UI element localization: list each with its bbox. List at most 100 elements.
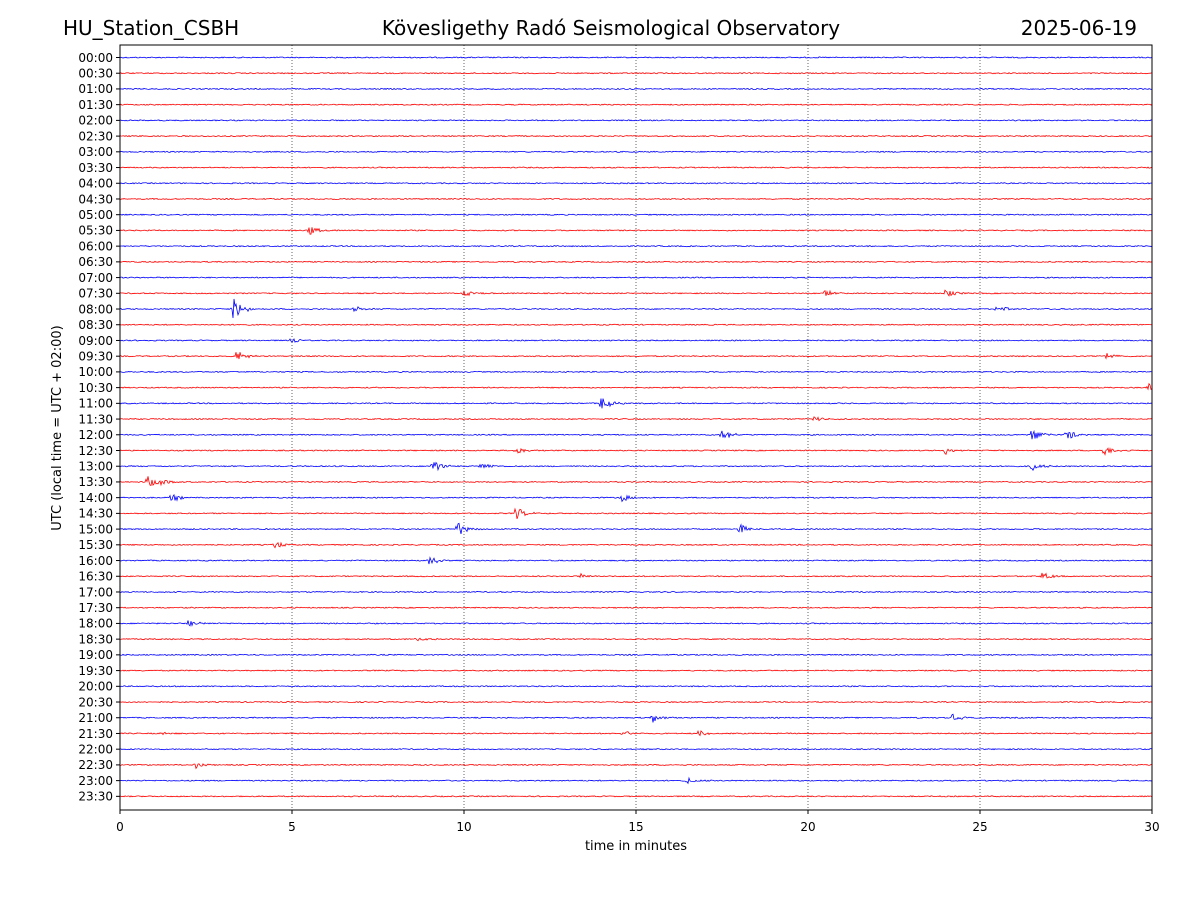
x-tick-label-0: 0 [116,820,124,834]
trace-00:00 [119,56,1153,59]
trace-09:00 [119,338,1153,343]
y-tick-label-00:30: 00:30 [78,67,113,81]
y-tick-label-18:00: 18:00 [78,617,113,631]
trace-11:00 [119,398,1153,409]
y-tick-label-11:30: 11:30 [78,412,113,426]
y-axis-label: UTC (local time = UTC + 02:00) [50,325,65,530]
y-tick-label-22:30: 22:30 [78,758,113,772]
trace-21:00 [119,713,1153,723]
y-tick-label-01:00: 01:00 [78,82,113,96]
trace-08:00 [119,298,1153,319]
trace-07:30 [119,289,1153,297]
trace-09:30 [119,352,1153,360]
trace-00:30 [119,72,1153,75]
y-tick-label-14:00: 14:00 [78,491,113,505]
station-title: HU_Station_CSBH [63,16,239,40]
trace-02:00 [119,119,1153,122]
x-tick-label-30: 30 [1144,820,1159,834]
chart-title: Kövesligethy Radó Seismological Observat… [382,16,840,40]
y-tick-label-03:00: 03:00 [78,145,113,159]
trace-08:30 [119,323,1152,326]
y-tick-label-02:30: 02:30 [78,129,113,143]
trace-16:00 [119,556,1153,565]
y-tick-label-10:30: 10:30 [78,381,113,395]
x-tick-label-20: 20 [800,820,815,834]
y-tick-label-07:30: 07:30 [78,287,113,301]
trace-12:00 [119,429,1153,440]
y-tick-label-03:30: 03:30 [78,161,113,175]
y-tick-label-11:00: 11:00 [78,397,113,411]
trace-16:30 [119,572,1153,579]
y-tick-label-17:00: 17:00 [78,585,113,599]
x-tick-label-25: 25 [972,820,987,834]
plot-area-frame [119,44,1153,811]
y-tick-label-21:00: 21:00 [78,711,113,725]
y-tick-label-09:30: 09:30 [78,349,113,363]
y-tick-label-08:30: 08:30 [78,318,113,332]
trace-22:00 [119,748,1153,751]
trace-20:30 [119,700,1153,704]
y-tick-label-01:30: 01:30 [78,98,113,112]
trace-03:30 [119,166,1153,169]
trace-17:00 [119,590,1153,594]
y-tick-label-13:30: 13:30 [78,475,113,489]
y-tick-label-10:00: 10:00 [78,365,113,379]
x-axis-label: time in minutes [585,839,687,854]
trace-20:00 [119,685,1153,688]
trace-12:30 [119,447,1153,456]
y-tick-label-21:30: 21:30 [78,727,113,741]
trace-06:00 [119,245,1153,248]
y-tick-label-20:30: 20:30 [78,695,113,709]
y-tick-label-06:30: 06:30 [78,255,113,269]
y-tick-label-13:00: 13:00 [78,460,113,474]
trace-05:00 [119,213,1153,216]
trace-21:30 [119,729,1153,737]
y-tick-label-17:30: 17:30 [78,601,113,615]
x-tick-label-10: 10 [456,820,471,834]
y-tick-label-12:00: 12:00 [78,428,113,442]
trace-10:30 [119,382,1153,391]
trace-15:00 [119,522,1153,534]
y-tick-label-12:30: 12:30 [78,444,113,458]
trace-19:30 [119,669,1153,672]
y-tick-label-22:00: 22:00 [78,742,113,756]
trace-15:30 [119,541,1153,549]
y-tick-label-05:00: 05:00 [78,208,113,222]
y-tick-label-08:00: 08:00 [78,302,113,316]
y-tick-label-14:30: 14:30 [78,507,113,521]
y-tick-label-09:00: 09:00 [78,334,113,348]
y-tick-label-02:00: 02:00 [78,114,113,128]
trace-07:00 [119,276,1153,279]
y-tick-label-20:00: 20:00 [78,680,113,694]
x-tick-label-15: 15 [628,820,643,834]
trace-13:30 [119,476,1153,487]
trace-18:00 [119,620,1153,627]
trace-01:30 [119,103,1153,106]
trace-17:30 [119,606,1153,609]
y-tick-label-05:30: 05:30 [78,224,113,238]
trace-01:00 [119,87,1153,91]
trace-03:00 [119,150,1153,153]
y-tick-label-16:00: 16:00 [78,554,113,568]
y-tick-label-18:30: 18:30 [78,632,113,646]
trace-14:30 [119,507,1152,519]
date-title: 2025-06-19 [1021,16,1137,40]
x-tick-labels: 0 5 10 15 20 25 30 [116,810,1160,834]
y-tick-label-19:30: 19:30 [78,664,113,678]
trace-23:30 [119,795,1153,798]
trace-18:30 [119,637,1153,642]
y-tick-label-23:00: 23:00 [78,774,113,788]
y-tick-label-04:00: 04:00 [78,177,113,191]
y-tick-label-04:30: 04:30 [78,192,113,206]
trace-19:00 [119,653,1153,656]
seismic-traces [119,56,1153,798]
trace-06:30 [119,260,1153,263]
y-tick-label-23:30: 23:30 [78,790,113,804]
y-tick-label-00:00: 00:00 [78,51,113,65]
y-tick-label-16:30: 16:30 [78,570,113,584]
x-tick-label-5: 5 [288,820,296,834]
y-tick-label-15:00: 15:00 [78,522,113,536]
y-tick-label-07:00: 07:00 [78,271,113,285]
